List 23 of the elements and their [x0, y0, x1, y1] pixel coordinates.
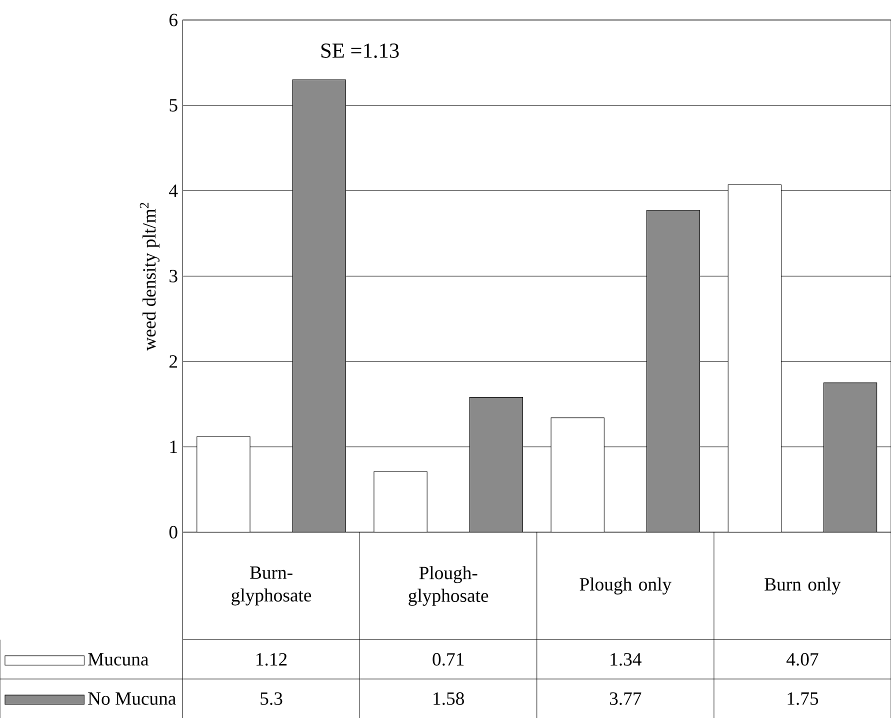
x-tick-label: Burn only [764, 577, 841, 594]
x-tick-label: Plough only [580, 577, 672, 594]
y-tick-label: 4 [169, 184, 178, 197]
data-label: 3.77 [610, 692, 642, 705]
y-tick-label: 3 [170, 270, 178, 282]
data-label: 4.07 [786, 652, 818, 666]
y-tick-label: 6 [169, 14, 178, 26]
y-axis-title: weed density plt/m$^{2}$ [140, 202, 160, 351]
y-tick-label: 2 [170, 355, 177, 368]
y-tick-label: 5 [170, 99, 178, 112]
legend-label: Mucuna [88, 653, 148, 666]
data-label: 1.12 [256, 652, 287, 666]
x-tick-label: Plough-glyphosate [408, 566, 488, 606]
y-tick-label: 0 [169, 526, 178, 538]
data-label: 1.58 [434, 692, 464, 705]
annotation: SE =1.13 [321, 43, 399, 58]
data-label: 1.34 [610, 652, 642, 666]
data-label: 5.3 [260, 692, 282, 705]
data-label: 0.71 [432, 652, 464, 666]
x-tick-label: Burn-glyphosate [232, 566, 312, 606]
legend-label: No Mucuna [88, 692, 176, 705]
data-label: 1.75 [788, 692, 818, 705]
y-tick-label: 1 [170, 440, 177, 453]
